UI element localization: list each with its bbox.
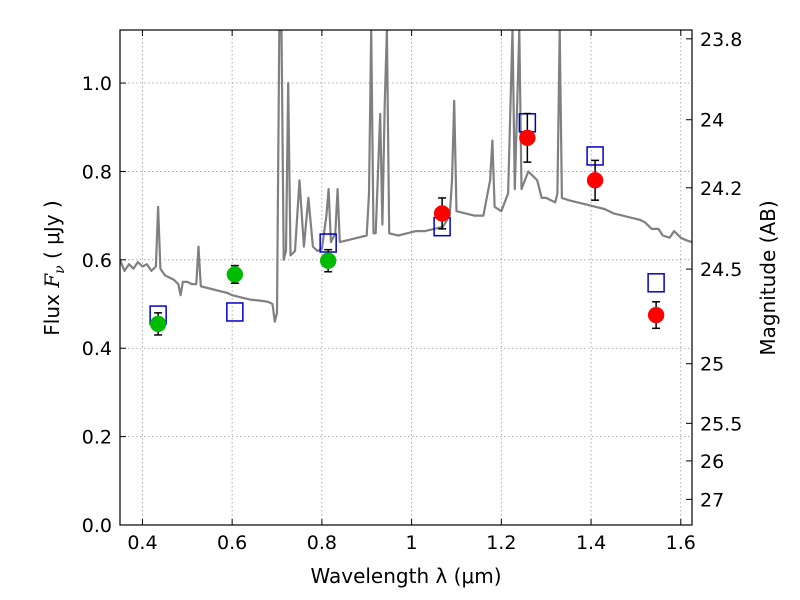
red-data-point — [433, 205, 451, 222]
x-tick-label: 1.2 — [486, 532, 516, 554]
grid — [120, 30, 692, 526]
y-tick-label: 0.0 — [82, 515, 112, 537]
right-tick-label: 23.8 — [700, 29, 742, 51]
y-tick-label: 0.8 — [82, 161, 112, 183]
axis-ticks: 0.4 0.6 0.8 1 1.2 1.4 1.6 0.0 0.2 0.4 0.6 0.8 1.0 23.… — [82, 29, 743, 554]
model-square — [647, 273, 665, 293]
axis-labels: Wavelength λ (μm) Flux Fν ( μJy ) Magnit… — [40, 200, 780, 588]
x-tick-label: 0.4 — [127, 532, 157, 554]
y-tick-label: 0.6 — [82, 250, 112, 272]
right-tick-label: 25 — [700, 354, 724, 376]
spectrum-line — [120, 30, 692, 323]
red-data-point — [519, 129, 536, 147]
model-square — [226, 302, 244, 322]
x-tick-label: 0.8 — [307, 532, 337, 554]
plot-frame — [119, 29, 693, 526]
right-tick-label: 24.5 — [700, 259, 742, 281]
right-tick-label: 25.5 — [700, 413, 742, 435]
red-data-point — [647, 306, 665, 324]
y-axis-label-subscript: ν — [52, 265, 68, 274]
green-data-point — [149, 315, 167, 333]
x-tick-label: 1 — [406, 532, 418, 554]
right-tick-label: 24 — [700, 110, 724, 132]
y-tick-label: 1.0 — [82, 73, 112, 95]
spectrum-series — [120, 30, 692, 323]
green-data-point — [226, 266, 244, 283]
y-tick-label: 0.2 — [82, 427, 112, 449]
x-axis-label: Wavelength λ (μm) — [310, 564, 501, 588]
red-data-point — [586, 172, 604, 189]
right-tick-label: 24.2 — [700, 178, 742, 200]
green-data-point — [319, 252, 337, 269]
x-tick-label: 0.6 — [217, 532, 247, 554]
y-axis-label-symbol: F — [40, 273, 64, 289]
y-axis-label-prefix: Flux — [40, 288, 64, 336]
right-tick-label: 27 — [700, 489, 724, 511]
y-axis-label: Flux Fν ( μJy ) — [40, 200, 68, 335]
y-tick-label: 0.4 — [82, 338, 112, 360]
y-axis-label-unit: ( μJy ) — [40, 200, 64, 265]
x-tick-label: 1.4 — [576, 532, 606, 554]
x-tick-label: 1.6 — [666, 532, 696, 554]
photometry-markers — [149, 112, 665, 336]
right-axis-label: Magnitude (AB) — [756, 200, 780, 355]
right-tick-label: 26 — [700, 451, 724, 473]
